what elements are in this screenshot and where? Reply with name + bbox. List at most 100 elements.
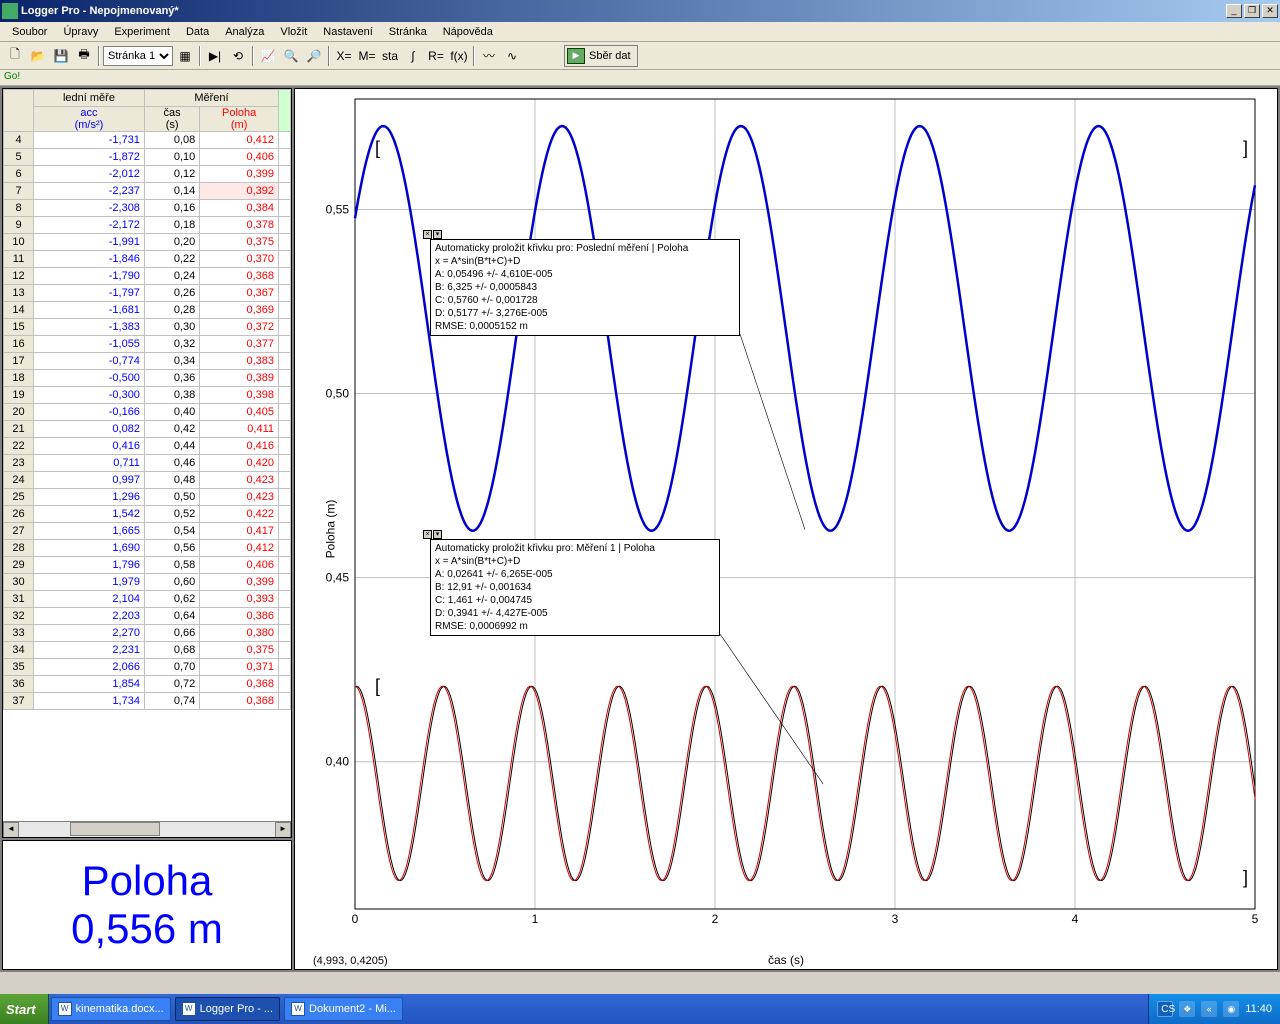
table-row[interactable]: 361,8540,720,368 [4, 676, 291, 693]
fitbox2-min-icon[interactable]: ▾ [433, 530, 442, 539]
tray-icon-1[interactable]: ❖ [1179, 1001, 1195, 1017]
table-row[interactable]: 4-1,7310,080,412 [4, 132, 291, 149]
clock[interactable]: 11:40 [1245, 1003, 1272, 1015]
table-row[interactable]: 352,0660,700,371 [4, 659, 291, 676]
page-selector[interactable]: Stránka 1 [103, 46, 173, 66]
table-row[interactable]: 19-0,3000,380,398 [4, 387, 291, 404]
system-tray[interactable]: CS ❖ « ◉ 11:40 [1148, 994, 1280, 1024]
new-file-icon[interactable]: 🗋 [4, 45, 26, 67]
table-row[interactable]: 9-2,1720,180,378 [4, 217, 291, 234]
menu-vložit[interactable]: Vložit [272, 24, 315, 40]
table-row[interactable]: 312,1040,620,393 [4, 591, 291, 608]
zoom-out-icon[interactable]: 🔎 [303, 45, 325, 67]
start-button[interactable]: Start [0, 994, 49, 1024]
taskbar-item[interactable]: WDokument2 - Mi... [284, 997, 403, 1021]
table-row[interactable]: 271,6650,540,417 [4, 523, 291, 540]
examine-icon[interactable]: X= [333, 45, 355, 67]
curve-fit-icon[interactable]: f(x) [448, 45, 470, 67]
svg-text:[: [ [375, 138, 380, 158]
table-row[interactable]: 240,9970,480,423 [4, 472, 291, 489]
y-axis-label[interactable]: Poloha (m) [323, 500, 337, 559]
language-indicator[interactable]: CS [1157, 1001, 1173, 1017]
table-row[interactable]: 10-1,9910,200,375 [4, 234, 291, 251]
menu-soubor[interactable]: Soubor [4, 24, 55, 40]
fitbox-line: A: 0,02641 +/- 6,265E-005 [435, 568, 715, 581]
save-icon[interactable]: 💾 [50, 45, 72, 67]
tray-network-icon[interactable]: ◉ [1223, 1001, 1239, 1017]
open-file-icon[interactable]: 📂 [27, 45, 49, 67]
scroll-thumb[interactable] [70, 822, 160, 836]
minimize-button[interactable]: _ [1226, 4, 1242, 18]
print-icon[interactable]: 🖶 [73, 45, 95, 67]
table-row[interactable]: 20-0,1660,400,405 [4, 404, 291, 421]
table-row[interactable]: 342,2310,680,375 [4, 642, 291, 659]
prev-icon[interactable]: ▶| [204, 45, 226, 67]
fitbox-line: B: 6,325 +/- 0,0005843 [435, 281, 735, 294]
readout-label: Poloha [82, 857, 213, 905]
table-row[interactable]: 322,2030,640,386 [4, 608, 291, 625]
start-label: Start [6, 1002, 36, 1017]
data-table[interactable]: lední měřeMěřeníacc(m/s²)čas(s)Poloha(m)… [2, 88, 292, 838]
table-row[interactable]: 14-1,6810,280,369 [4, 302, 291, 319]
table-row[interactable]: 251,2960,500,423 [4, 489, 291, 506]
table-row[interactable]: 12-1,7900,240,368 [4, 268, 291, 285]
fitbox1-min-icon[interactable]: ▾ [433, 230, 442, 239]
tray-arrow-icon[interactable]: « [1201, 1001, 1217, 1017]
menu-data[interactable]: Data [178, 24, 217, 40]
maximize-button[interactable]: ❐ [1244, 4, 1260, 18]
scroll-left-icon[interactable]: ◄ [3, 822, 19, 838]
fitbox-line: Automaticky proložit křivku pro: Měření … [435, 542, 715, 555]
menu-analýza[interactable]: Analýza [217, 24, 272, 40]
table-row[interactable]: 301,9790,600,399 [4, 574, 291, 591]
table-row[interactable]: 13-1,7970,260,367 [4, 285, 291, 302]
table-row[interactable]: 332,2700,660,380 [4, 625, 291, 642]
table-row[interactable]: 5-1,8720,100,406 [4, 149, 291, 166]
wave2-icon[interactable]: ∿ [501, 45, 523, 67]
menu-nápověda[interactable]: Nápověda [435, 24, 501, 40]
page-add-icon[interactable]: ▦ [174, 45, 196, 67]
curve-fit-box-2[interactable]: ×▾ Automaticky proložit křivku pro: Měře… [430, 539, 720, 636]
menu-nastavení[interactable]: Nastavení [315, 24, 381, 40]
table-row[interactable]: 11-1,8460,220,370 [4, 251, 291, 268]
x-axis-label[interactable]: čas (s) [768, 953, 804, 967]
autoscale-icon[interactable]: 📈 [257, 45, 279, 67]
fitbox2-close-icon[interactable]: × [423, 530, 432, 539]
fitbox-line: Automaticky proložit křivku pro: Posledn… [435, 242, 735, 255]
table-row[interactable]: 261,5420,520,422 [4, 506, 291, 523]
table-row[interactable]: 15-1,3830,300,372 [4, 319, 291, 336]
status-go: Go! [0, 70, 1280, 86]
curve-fit-box-1[interactable]: ×▾ Automaticky proložit křivku pro: Posl… [430, 239, 740, 336]
taskbar-item[interactable]: WLogger Pro - ... [175, 997, 280, 1021]
wave1-icon[interactable]: 〰 [478, 45, 500, 67]
collect-button[interactable]: ▶ Sběr dat [564, 45, 638, 67]
table-row[interactable]: 281,6900,560,412 [4, 540, 291, 557]
menu-stránka[interactable]: Stránka [381, 24, 435, 40]
menu-úpravy[interactable]: Úpravy [55, 24, 106, 40]
close-button[interactable]: ✕ [1262, 4, 1278, 18]
scroll-right-icon[interactable]: ► [275, 822, 291, 838]
graph-panel[interactable]: 0123450,400,450,500,55[][] Poloha (m) ča… [294, 88, 1278, 970]
table-row[interactable]: 210,0820,420,411 [4, 421, 291, 438]
table-row[interactable]: 18-0,5000,360,389 [4, 370, 291, 387]
table-row[interactable]: 371,7340,740,368 [4, 693, 291, 710]
table-row[interactable]: 220,4160,440,416 [4, 438, 291, 455]
tangent-icon[interactable]: M= [356, 45, 378, 67]
integral-icon[interactable]: ∫ [402, 45, 424, 67]
titlebar: Logger Pro - Nepojmenovaný* _ ❐ ✕ [0, 0, 1280, 22]
table-row[interactable]: 7-2,2370,140,392 [4, 183, 291, 200]
table-hscrollbar[interactable]: ◄ ► [3, 821, 291, 837]
fitbox1-close-icon[interactable]: × [423, 230, 432, 239]
stats-icon[interactable]: sta [379, 45, 401, 67]
table-row[interactable]: 8-2,3080,160,384 [4, 200, 291, 217]
table-row[interactable]: 291,7960,580,406 [4, 557, 291, 574]
zoom-in-icon[interactable]: 🔍 [280, 45, 302, 67]
menu-experiment[interactable]: Experiment [106, 24, 178, 40]
table-row[interactable]: 16-1,0550,320,377 [4, 336, 291, 353]
linear-fit-icon[interactable]: R= [425, 45, 447, 67]
table-row[interactable]: 6-2,0120,120,399 [4, 166, 291, 183]
auto-icon[interactable]: ⟲ [227, 45, 249, 67]
readout-panel[interactable]: Poloha 0,556 m [2, 840, 292, 970]
taskbar-item[interactable]: Wkinematika.docx... [51, 997, 171, 1021]
table-row[interactable]: 17-0,7740,340,383 [4, 353, 291, 370]
table-row[interactable]: 230,7110,460,420 [4, 455, 291, 472]
